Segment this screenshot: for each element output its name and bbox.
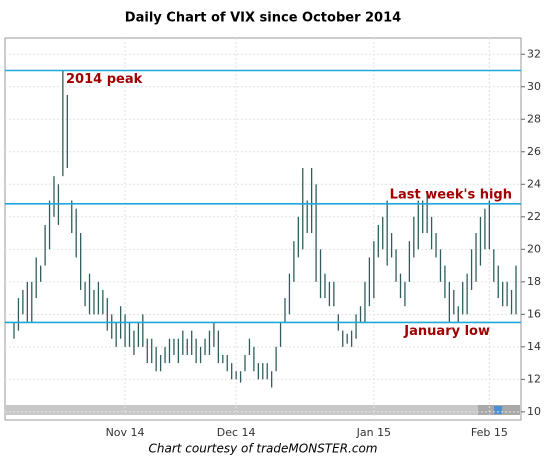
y-tick-label: 28 <box>527 112 541 125</box>
y-tick-label: 32 <box>527 47 541 60</box>
x-tick-label: Jan 15 <box>356 426 391 439</box>
x-tick-label: Nov 14 <box>106 426 145 439</box>
y-tick-label: 14 <box>527 340 541 353</box>
plot-frame <box>4 37 522 421</box>
x-tick-label: Dec 14 <box>217 426 256 439</box>
footer: Chart courtesy of tradeMONSTER.com <box>149 442 378 456</box>
y-tick-label: 20 <box>527 242 541 255</box>
y-tick-label: 16 <box>527 307 541 320</box>
y-tick-label: 18 <box>527 275 541 288</box>
y-tick-label: 22 <box>527 210 541 223</box>
x-tick-label: Feb 15 <box>471 426 508 439</box>
scroll-track <box>5 405 521 415</box>
y-tick-label: 12 <box>527 372 541 385</box>
scroll-grip[interactable] <box>494 406 502 414</box>
annotation: January low <box>403 324 490 339</box>
annotation: 2014 peak <box>66 72 143 87</box>
y-tick-label: 26 <box>527 145 541 158</box>
y-tick-label: 10 <box>527 405 541 418</box>
chart-title: Daily Chart of VIX since October 2014 <box>125 11 401 26</box>
scrollbar[interactable] <box>5 405 521 415</box>
y-tick-label: 30 <box>527 80 541 93</box>
annotation: Last week's high <box>390 187 512 202</box>
y-tick-label: 24 <box>527 177 541 190</box>
